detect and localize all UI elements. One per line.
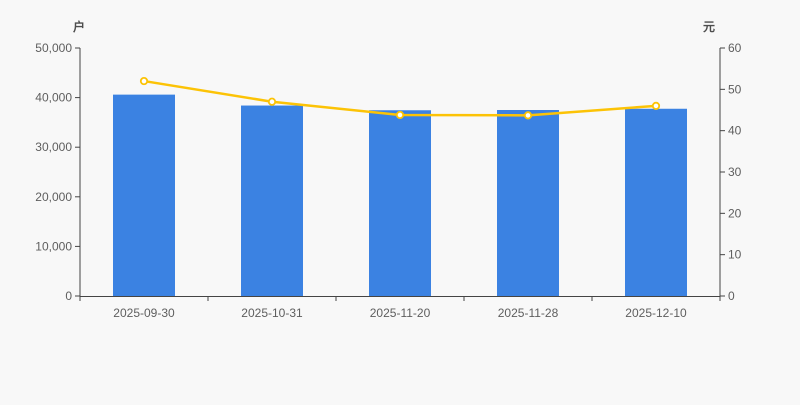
left-axis-tick-label: 40,000	[35, 91, 72, 105]
line-point-2025-09-30[interactable]	[139, 76, 149, 86]
price-line	[142, 79, 658, 117]
x-axis-label: 2025-11-20	[370, 306, 431, 320]
right-axis-tick-label: 50	[728, 82, 742, 96]
bar-2025-11-20[interactable]	[369, 110, 431, 296]
right-axis-tick-label: 30	[728, 165, 742, 179]
left-axis-tick-label: 20,000	[35, 190, 72, 204]
bar-2025-09-30[interactable]	[113, 94, 175, 297]
left-axis-tick-label: 50,000	[35, 41, 72, 55]
bar-2025-10-31[interactable]	[241, 105, 303, 296]
left-axis-name: 户	[73, 19, 85, 34]
bar-2025-11-28[interactable]	[497, 110, 559, 296]
left-axis-tick-label: 30,000	[35, 140, 72, 154]
bar-2025-12-10[interactable]	[625, 108, 687, 296]
right-axis-tick-label: 60	[728, 41, 742, 55]
right-axis-tick-label: 40	[728, 124, 742, 138]
left-axis-tick-label: 0	[65, 289, 72, 303]
line-point-2025-10-31[interactable]	[267, 97, 277, 106]
x-axis-label: 2025-09-30	[113, 306, 175, 320]
line-point-2025-11-20[interactable]	[395, 110, 405, 120]
right-axis-tick-label: 10	[728, 248, 742, 262]
right-axis-tick-label: 20	[728, 206, 742, 220]
right-axis-name: 元	[703, 20, 715, 34]
x-axis-label: 2025-10-31	[241, 306, 303, 320]
line-point-2025-11-28[interactable]	[523, 111, 533, 120]
line-point-2025-12-10[interactable]	[651, 101, 661, 110]
right-axis-tick-label: 0	[728, 289, 735, 303]
x-axis-label: 2025-12-10	[625, 306, 687, 320]
left-axis-tick-label: 10,000	[35, 239, 72, 253]
x-axis-label: 2025-11-28	[498, 306, 559, 320]
